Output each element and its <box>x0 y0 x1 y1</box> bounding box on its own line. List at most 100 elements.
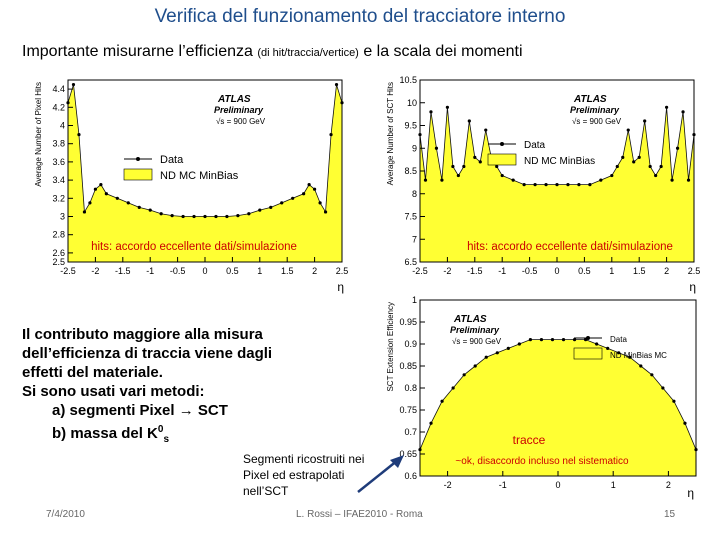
legend-mc-swatch <box>487 153 517 166</box>
data-point <box>506 346 510 350</box>
x-tick-label: -0.5 <box>170 266 186 276</box>
slide-title: Verifica del funzionamento del tracciato… <box>154 6 566 27</box>
y-axis-label: Average Number of SCT Hits <box>386 82 395 185</box>
data-point <box>517 342 521 346</box>
data-point <box>423 178 428 182</box>
data-point <box>617 351 621 355</box>
body-line-kaon: b) massa del K0s <box>22 420 272 449</box>
data-point <box>599 178 603 182</box>
data-point <box>550 338 555 342</box>
y-tick-label: 10 <box>407 98 417 108</box>
sct-hits-plot: -2.5 -2 -1.5 -1 -0.5 0 0.5 1 1.5 2 2.5 6.5 7 7.5 8 8.5 9… <box>384 72 706 294</box>
subtitle-end: e la scala dei momenti <box>363 43 523 60</box>
data-point <box>675 146 680 150</box>
data-point <box>137 205 141 209</box>
legend-data-label: Data <box>610 335 627 344</box>
y-tick-label: 7.5 <box>404 212 417 222</box>
data-point <box>522 183 526 187</box>
y-tick-label: 4.4 <box>52 84 65 94</box>
legend-data-label: Data <box>160 154 184 166</box>
body-line: dell’efficienza di traccia viene dagli <box>22 345 273 362</box>
pixel-hits-plot: -2.5 -2 -1.5 -1 -0.5 0 0.5 1 1.5 2 2.5 2.5 2.6 2.8 3 3.… <box>32 72 354 294</box>
energy-label: √s = 900 GeV <box>216 117 266 126</box>
legend-data-marker <box>586 336 590 340</box>
x-tick-label: 0 <box>555 480 560 490</box>
y-tick-label: 0.9 <box>404 339 417 349</box>
data-point <box>637 155 641 159</box>
x-tick-label: 0 <box>202 266 207 276</box>
data-point <box>159 212 163 216</box>
data-point <box>528 338 532 342</box>
data-point <box>269 205 273 209</box>
data-point <box>323 210 328 214</box>
atlas-label: ATLAS <box>217 94 251 105</box>
y-tick-label: 3.4 <box>52 175 65 185</box>
x-tick-label: 0.5 <box>226 266 239 276</box>
legend-data-marker <box>500 142 504 146</box>
data-point <box>318 201 322 205</box>
data-point <box>225 214 229 219</box>
data-point <box>643 119 647 123</box>
energy-label: √s = 900 GeV <box>452 337 502 346</box>
y-tick-label: 3.8 <box>52 139 65 149</box>
x-tick-label: -2.5 <box>412 266 428 276</box>
x-tick-label: 1.5 <box>633 266 646 276</box>
plot-caption: hits: accordo eccellente dati/simulazion… <box>467 241 673 253</box>
data-point <box>445 105 449 109</box>
y-tick-label: 6.5 <box>404 257 417 267</box>
legend-mc-label: ND MC MinBias <box>524 156 595 167</box>
y-tick-label: 4 <box>60 121 65 131</box>
x-tick-label: 0 <box>554 266 559 276</box>
data-point <box>302 192 306 196</box>
data-point <box>82 210 87 214</box>
annotation-arrow <box>357 455 404 493</box>
data-point <box>595 342 599 346</box>
y-tick-label: 0.8 <box>404 383 417 393</box>
data-point <box>665 105 669 109</box>
y-tick-label: 10.5 <box>399 75 417 85</box>
annotation-text: Segmenti ricostruiti nei Pixel ed estrap… <box>243 452 365 498</box>
data-point <box>307 183 311 187</box>
x-tick-label: 2 <box>312 266 317 276</box>
data-point <box>621 155 625 159</box>
y-tick-label: 8 <box>412 189 417 199</box>
y-tick-label: 3 <box>60 212 65 222</box>
data-point <box>659 164 663 169</box>
caption-title: tracce <box>513 433 546 447</box>
data-point <box>632 160 636 164</box>
data-point <box>683 421 687 425</box>
y-tick-label: 0.95 <box>399 317 417 327</box>
footer-date: 7/4/2010 <box>46 509 85 520</box>
data-point <box>334 82 339 87</box>
y-tick-label: 0.65 <box>399 449 417 459</box>
preliminary-label: Preliminary <box>450 325 500 335</box>
data-point <box>77 133 81 137</box>
data-point <box>473 364 477 368</box>
x-tick-label: -0.5 <box>522 266 538 276</box>
x-tick-label: 1 <box>257 266 262 276</box>
data-point <box>484 355 488 359</box>
x-tick-label: -1 <box>499 480 507 490</box>
body-line: effetti del materiale. <box>22 364 163 381</box>
data-point <box>88 201 92 205</box>
legend-data-label: Data <box>524 140 546 151</box>
x-tick-label: 1 <box>611 480 616 490</box>
x-tick-label: -1 <box>146 266 154 276</box>
y-tick-label: 9 <box>412 143 417 153</box>
data-point <box>429 110 433 114</box>
y-tick-label: 4.2 <box>52 102 65 112</box>
plot-caption: hits: accordo eccellente dati/simulazion… <box>91 241 297 253</box>
y-tick-label: 2.6 <box>52 248 65 258</box>
data-point <box>681 110 685 114</box>
data-point <box>566 183 570 187</box>
data-point <box>440 399 444 403</box>
arrow-line <box>357 459 399 493</box>
preliminary-label: Preliminary <box>214 105 264 115</box>
x-tick-label: -2 <box>91 266 99 276</box>
plot-svg: -2 -1 0 1 2 0.6 0.65 0.7 0.75 0.8 0.85 0.9 0.95 1 η SCT… <box>386 295 698 500</box>
slide-subtitle: Importante misurarne l’efficienza (di hi… <box>22 43 523 61</box>
data-point <box>104 192 108 196</box>
x-axis-label: η <box>337 280 344 294</box>
y-tick-label: 2.5 <box>52 257 65 267</box>
data-point <box>451 164 455 169</box>
